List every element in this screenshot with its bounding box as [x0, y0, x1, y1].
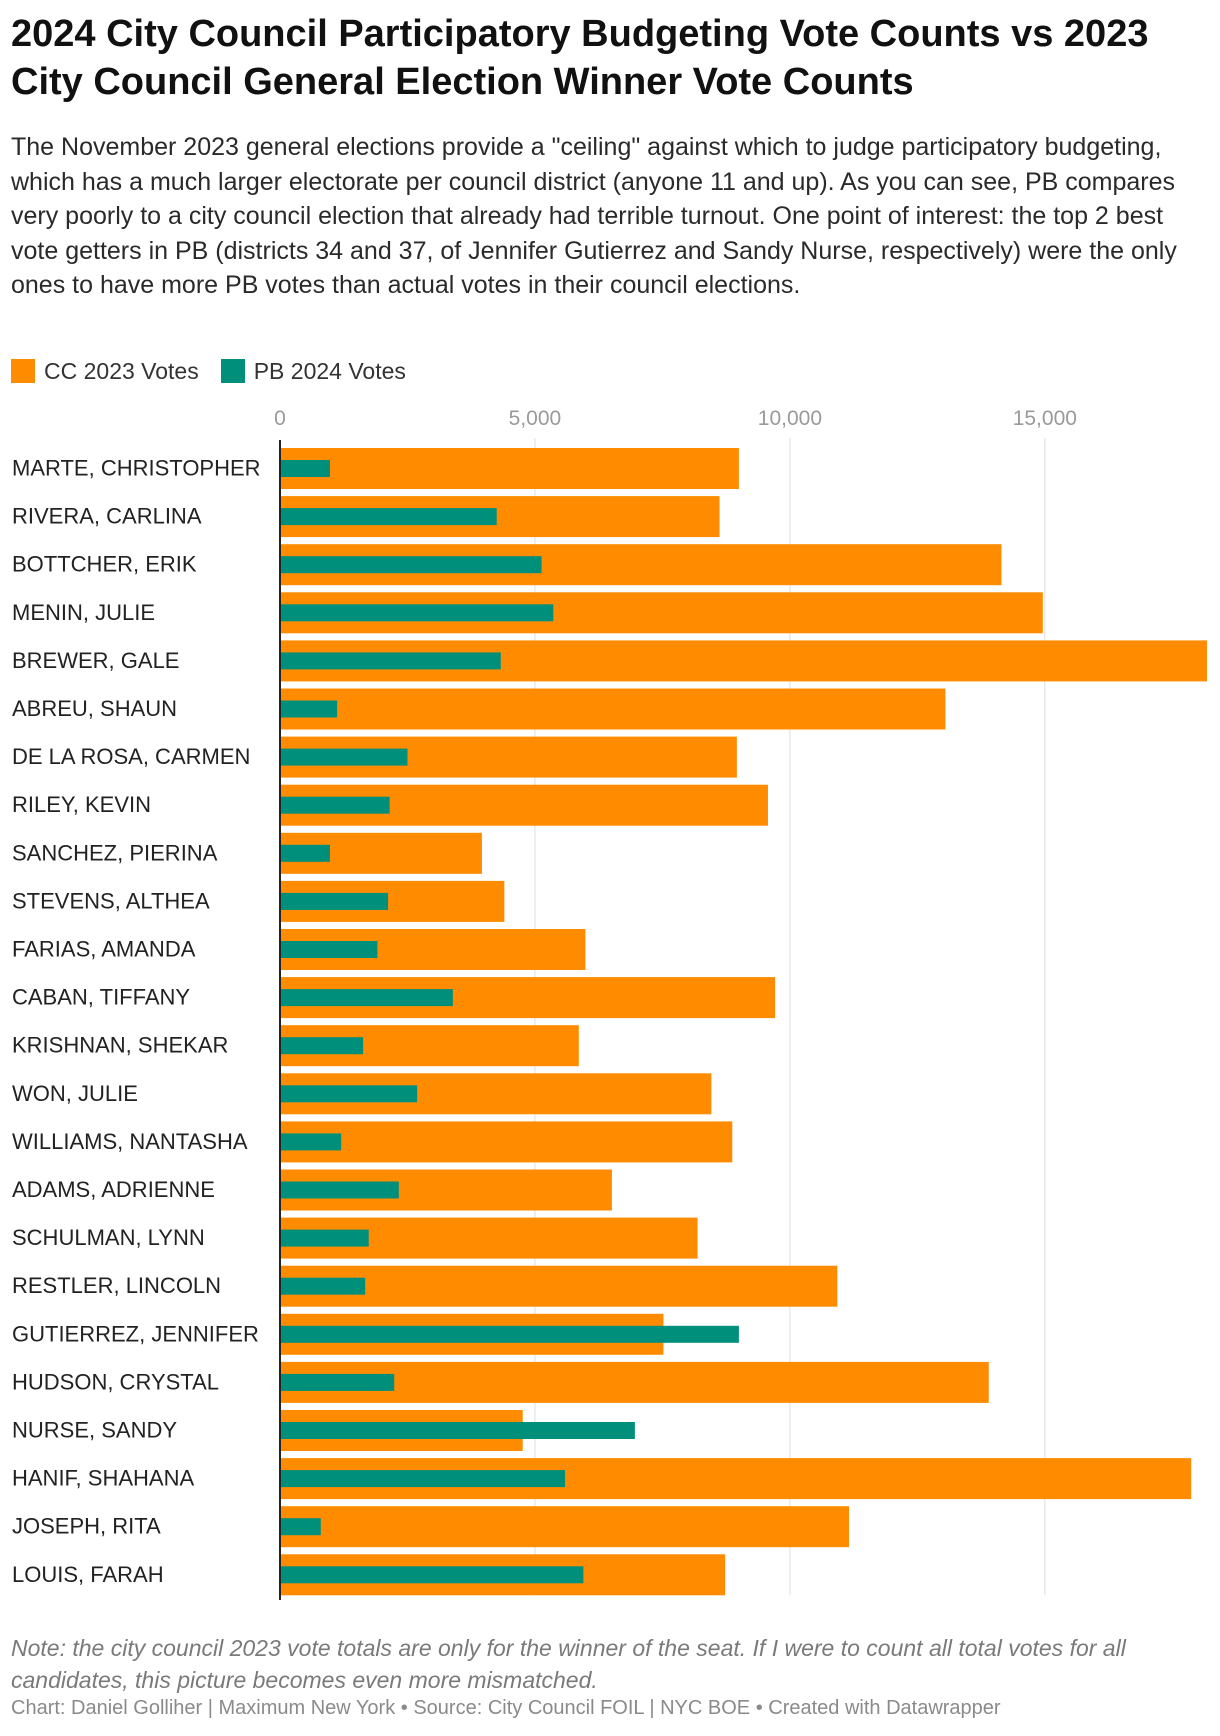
- footer-source: Source: City Council FOIL | NYC BOE: [413, 1697, 751, 1719]
- bar-pb-2024: [280, 1422, 635, 1439]
- category-label: RILEY, KEVIN: [12, 792, 151, 817]
- bar-pb-2024: [280, 1470, 566, 1488]
- x-tick-label: 10,000: [758, 407, 822, 430]
- legend-swatch-cc-2023: [11, 359, 35, 383]
- bar-pb-2024: [280, 941, 378, 958]
- category-label: SANCHEZ, PIERINA: [12, 840, 218, 865]
- bar-cc-2023: [280, 688, 946, 730]
- bar-pb-2024: [280, 748, 408, 766]
- category-label: KRISHNAN, SHEKAR: [12, 1033, 228, 1058]
- category-label: LOUIS, FARAH: [12, 1562, 164, 1587]
- category-label: MENIN, JULIE: [12, 600, 155, 625]
- bar-pb-2024: [280, 1325, 739, 1343]
- category-label: ABREU, SHAUN: [12, 696, 177, 721]
- bar-pb-2024: [280, 700, 338, 718]
- category-label: FARIAS, AMANDA: [12, 937, 196, 962]
- footer-created-with: Created with Datawrapper: [768, 1697, 1001, 1719]
- bar-pb-2024: [280, 1037, 364, 1055]
- category-label: JOSEPH, RITA: [12, 1514, 161, 1539]
- legend-label-pb-2024: PB 2024 Votes: [253, 357, 406, 384]
- category-label: MARTE, CHRISTOPHER: [12, 456, 261, 481]
- footer-chart-credit: Chart: Daniel Golliher | Maximum New Yor…: [11, 1697, 396, 1719]
- legend-label-cc-2023: CC 2023 Votes: [44, 357, 199, 384]
- category-label: BREWER, GALE: [12, 648, 179, 673]
- legend-swatch-pb-2024: [220, 359, 245, 383]
- bar-pb-2024: [280, 796, 390, 814]
- category-label: BOTTCHER, ERIK: [12, 552, 197, 577]
- bar-cc-2023: [280, 1361, 989, 1403]
- legend: CC 2023 Votes PB 2024 Votes: [11, 356, 428, 386]
- legend-item-cc-2023: CC 2023 Votes: [11, 358, 199, 385]
- category-label: CABAN, TIFFANY: [12, 985, 190, 1010]
- bar-pb-2024: [280, 604, 554, 622]
- bar-pb-2024: [280, 892, 389, 910]
- footer-separator: •: [755, 1697, 769, 1719]
- category-label: ADAMS, ADRIENNE: [12, 1177, 215, 1202]
- legend-item-pb-2024: PB 2024 Votes: [220, 357, 406, 385]
- bar-cc-2023: [280, 1121, 733, 1163]
- bar-pb-2024: [280, 989, 453, 1007]
- category-label: GUTIERREZ, JENNIFER: [12, 1321, 259, 1346]
- category-label: HUDSON, CRYSTAL: [12, 1369, 219, 1394]
- bar-pb-2024: [280, 844, 330, 862]
- category-label: RIVERA, CARLINA: [12, 504, 202, 529]
- bar-pb-2024: [280, 1181, 399, 1199]
- category-label: WON, JULIE: [12, 1081, 138, 1106]
- chart-subtitle: The November 2023 general elections prov…: [11, 133, 1177, 299]
- category-label: RESTLER, LINCOLN: [12, 1273, 221, 1298]
- bar-pb-2024: [280, 1277, 366, 1295]
- x-tick-label: 0: [274, 407, 286, 430]
- bar-cc-2023: [280, 448, 739, 489]
- category-label: WILLIAMS, NANTASHA: [12, 1129, 248, 1154]
- bar-pb-2024: [280, 460, 330, 477]
- bar-pb-2024: [280, 1133, 342, 1151]
- bar-pb-2024: [280, 1373, 395, 1391]
- chart-title: 2024 City Council Participatory Budgetin…: [11, 13, 1149, 103]
- bar-cc-2023: [280, 1506, 850, 1548]
- category-label: STEVENS, ALTHEA: [12, 888, 210, 913]
- bar-pb-2024: [280, 508, 497, 526]
- bar-pb-2024: [280, 1229, 369, 1247]
- bar-pb-2024: [280, 556, 542, 574]
- bar-pb-2024: [280, 1518, 321, 1536]
- chart-footer: Chart: Daniel Golliher | Maximum New Yor…: [11, 1697, 1211, 1720]
- bar-pb-2024: [280, 652, 501, 670]
- bar-chart: 0 5,000 10,000 15,000 MARTE, CHRISTOPHER RIVE…: [12, 407, 1207, 1600]
- category-label: DE LA ROSA, CARMEN: [12, 744, 250, 769]
- chart-note: Note: the city council 2023 vote totals …: [11, 1635, 1126, 1693]
- category-label: NURSE, SANDY: [12, 1418, 177, 1443]
- bar-cc-2023: [280, 1265, 838, 1307]
- x-tick-label: 5,000: [509, 407, 562, 430]
- bar-pb-2024: [280, 1566, 584, 1584]
- category-label: SCHULMAN, LYNN: [12, 1225, 205, 1250]
- x-tick-label: 15,000: [1013, 407, 1077, 430]
- category-label: HANIF, SHAHANA: [12, 1466, 194, 1491]
- bar-pb-2024: [280, 1085, 418, 1103]
- footer-separator: •: [400, 1697, 414, 1719]
